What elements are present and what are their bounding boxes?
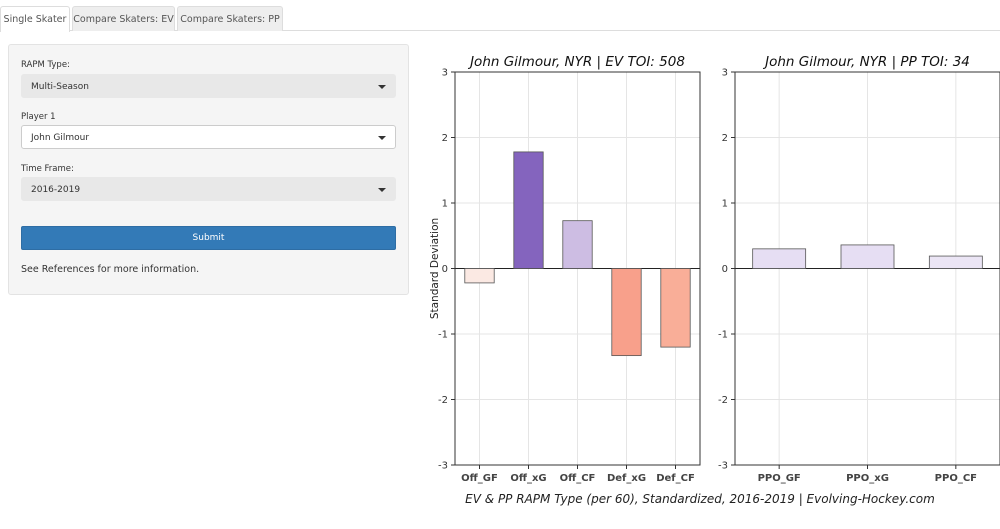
- references-note: See References for more information.: [21, 264, 200, 275]
- y-tick-label: 2: [722, 133, 728, 144]
- chevron-down-icon: [378, 136, 386, 140]
- bar-off-gf: [464, 268, 495, 284]
- tab-compare-skaters-pp[interactable]: Compare Skaters: PP: [177, 6, 283, 31]
- rapm-chart: -3 -2 -1 0 1 2 3 Off_GF Off_xG Off_CF Def_xG Def_CF…: [429, 54, 1000, 506]
- time-frame-label: Time Frame:: [21, 164, 74, 174]
- y-tick-label: 1: [722, 199, 728, 210]
- y-axis-label: Standard Deviation: [429, 218, 441, 319]
- chart-title: John Gilmour, NYR | PP TOI: 34: [762, 54, 970, 70]
- time-frame-value: 2016-2019: [31, 185, 81, 195]
- y-tick-label: -2: [438, 395, 448, 406]
- y-tick-label: 0: [442, 264, 448, 275]
- y-tick-label: 3: [722, 68, 728, 79]
- chart-caption: EV & PP RAPM Type (per 60), Standardized…: [465, 492, 935, 506]
- player1-label: Player 1: [21, 112, 56, 122]
- input-panel: RAPM Type: Multi-Season Player 1 John Gi…: [8, 44, 409, 295]
- bar-def-xg: [611, 268, 642, 357]
- pp-chart-panel: -3 -2 -1 0 1 2 3 PPO_GF PPO_xG PPO_CF John Gilmour…: [718, 54, 1000, 484]
- x-tick-label: PPO_xG: [846, 473, 889, 484]
- x-tick-label: Off_CF: [560, 473, 596, 484]
- rapm-type-label: RAPM Type:: [21, 60, 70, 70]
- bar-ppo-gf: [752, 248, 807, 269]
- chevron-down-icon: [378, 85, 386, 89]
- x-tick-label: Off_GF: [461, 473, 498, 484]
- chevron-down-icon: [378, 188, 386, 192]
- chart-title: John Gilmour, NYR | EV TOI: 508: [467, 54, 685, 70]
- x-tick-label: Def_xG: [607, 473, 646, 484]
- x-tick-label: Def_CF: [656, 473, 695, 484]
- y-tick-label: -3: [718, 461, 728, 472]
- submit-button[interactable]: Submit: [21, 226, 396, 250]
- time-frame-select[interactable]: 2016-2019: [21, 177, 396, 201]
- x-tick-label: PPO_GF: [758, 473, 801, 484]
- bar-off-cf: [562, 220, 593, 269]
- plot-frame: [734, 71, 1000, 466]
- y-tick-label: 1: [442, 199, 448, 210]
- bar-def-cf: [660, 268, 691, 348]
- y-tick-label: 3: [442, 68, 448, 79]
- ev-chart-panel: -3 -2 -1 0 1 2 3 Off_GF Off_xG Off_CF Def_xG Def_CF…: [429, 54, 701, 484]
- bar-ppo-xg: [840, 244, 895, 269]
- y-tick-label: -1: [718, 330, 728, 341]
- player1-select[interactable]: John Gilmour: [21, 125, 396, 149]
- rapm-type-select[interactable]: Multi-Season: [21, 74, 396, 98]
- rapm-type-value: Multi-Season: [31, 82, 89, 92]
- bar-off-xg: [513, 151, 544, 269]
- y-tick-label: -1: [438, 330, 448, 341]
- bar-ppo-cf: [928, 255, 983, 269]
- tab-single-skater[interactable]: Single Skater: [0, 6, 70, 32]
- tab-bar: Single Skater Compare Skaters: EV Compar…: [0, 0, 1000, 32]
- tab-compare-skaters-ev[interactable]: Compare Skaters: EV: [72, 6, 175, 31]
- plot-frame: [454, 71, 701, 466]
- y-tick-label: -2: [718, 395, 728, 406]
- player1-value: John Gilmour: [31, 133, 90, 143]
- x-tick-label: Off_xG: [510, 473, 546, 484]
- x-tick-label: PPO_CF: [935, 473, 977, 484]
- y-tick-label: 2: [442, 133, 448, 144]
- y-tick-label: -3: [438, 461, 448, 472]
- y-tick-label: 0: [722, 264, 728, 275]
